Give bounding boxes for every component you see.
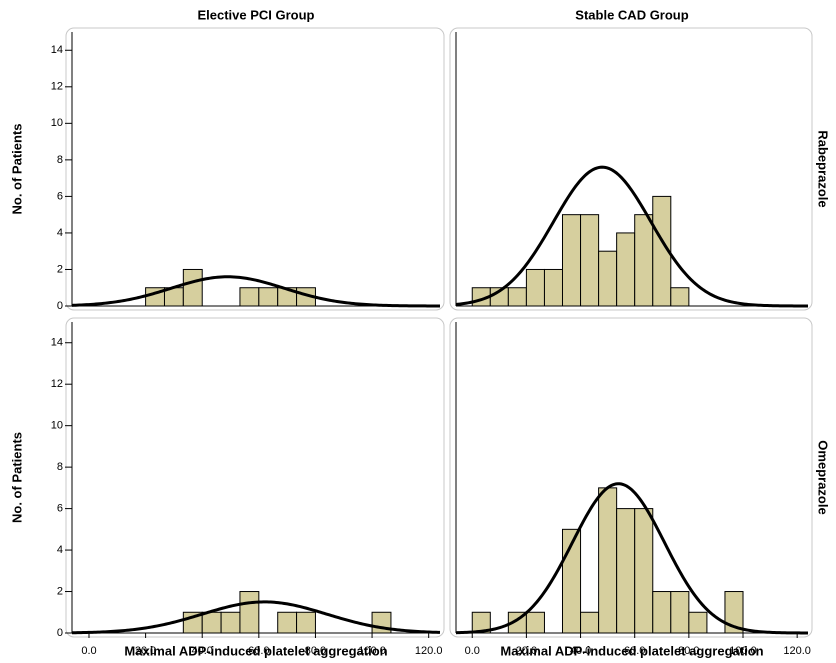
y-tick-label: 10 — [51, 420, 63, 432]
column-title: Stable CAD Group — [575, 7, 688, 22]
histogram-bar — [507, 287, 527, 307]
x-tick-label: 40.0 — [192, 645, 213, 657]
y-axis-label: No. of Patients — [9, 123, 24, 214]
y-tick-label: 14 — [51, 44, 63, 56]
histogram-bar — [580, 611, 600, 634]
normal-curve — [71, 275, 440, 308]
y-tick-label: 8 — [57, 461, 63, 473]
y-tick-label: 12 — [51, 81, 63, 93]
y-tick-label: 8 — [57, 154, 63, 166]
x-tick-label: 0.0 — [465, 645, 480, 657]
normal-curve — [455, 165, 808, 308]
panel-frame — [449, 27, 813, 311]
histogram-bar — [561, 214, 582, 307]
histogram-bar — [277, 611, 298, 634]
x-tick-label: 40.0 — [570, 645, 591, 657]
histogram-bar — [239, 287, 260, 307]
histogram-bar — [258, 287, 279, 307]
column-title: Elective PCI Group — [197, 7, 314, 22]
x-tick-label: 20.0 — [135, 645, 156, 657]
y-tick-label: 0 — [57, 627, 63, 639]
normal-curve — [71, 600, 441, 635]
histogram-bar — [525, 611, 545, 634]
histogram-bar — [616, 508, 636, 634]
y-tick-label: 10 — [51, 117, 63, 129]
y-tick-label: 4 — [57, 227, 63, 239]
y-tick-label: 0 — [57, 300, 63, 312]
panel-frame — [65, 27, 445, 311]
histogram-bar — [634, 214, 654, 307]
x-tick-label: 20.0 — [516, 645, 537, 657]
histogram-bar — [634, 508, 654, 634]
row-label: Omeprazole — [816, 440, 831, 514]
histogram-bar — [543, 268, 563, 307]
histogram-bar — [182, 268, 203, 307]
x-axis-label: Maximal ADP-induced platelet aggregation — [124, 643, 387, 658]
histogram-bar — [598, 250, 618, 307]
x-tick-label: 60.0 — [624, 645, 645, 657]
y-tick-label: 6 — [57, 503, 63, 515]
histogram-bar — [598, 487, 618, 634]
histogram-bar — [580, 214, 600, 307]
x-tick-label: 80.0 — [678, 645, 699, 657]
x-tick-label: 100.0 — [358, 645, 386, 657]
normal-curve — [455, 482, 809, 635]
x-axis-label: Maximal ADP-induced platelet aggregation — [500, 643, 763, 658]
y-tick-label: 4 — [57, 544, 63, 556]
x-tick-label: 120.0 — [415, 645, 443, 657]
row-label: Rabeprazole — [816, 130, 831, 207]
x-tick-label: 0.0 — [81, 645, 96, 657]
y-tick-label: 2 — [57, 585, 63, 597]
histogram-bar — [652, 591, 672, 634]
y-tick-label: 14 — [51, 337, 63, 349]
histogram-bar — [670, 287, 690, 307]
histogram-bar — [220, 611, 241, 634]
histogram-bar — [239, 591, 260, 634]
y-tick-label: 6 — [57, 190, 63, 202]
y-tick-label: 2 — [57, 263, 63, 275]
histogram-bar — [296, 611, 316, 634]
x-tick-label: 100.0 — [729, 645, 757, 657]
histogram-bar — [201, 611, 222, 634]
histogram-bar — [525, 268, 545, 307]
y-tick-label: 12 — [51, 378, 63, 390]
y-axis-label: No. of Patients — [9, 432, 24, 523]
x-tick-label: 60.0 — [248, 645, 269, 657]
histogram-bar — [616, 232, 636, 307]
panel-frame — [65, 317, 445, 638]
x-tick-label: 80.0 — [305, 645, 326, 657]
histogram-bar — [688, 611, 708, 634]
x-tick-label: 120.0 — [783, 645, 811, 657]
histogram-bar — [670, 591, 690, 634]
panel-frame — [449, 317, 813, 638]
